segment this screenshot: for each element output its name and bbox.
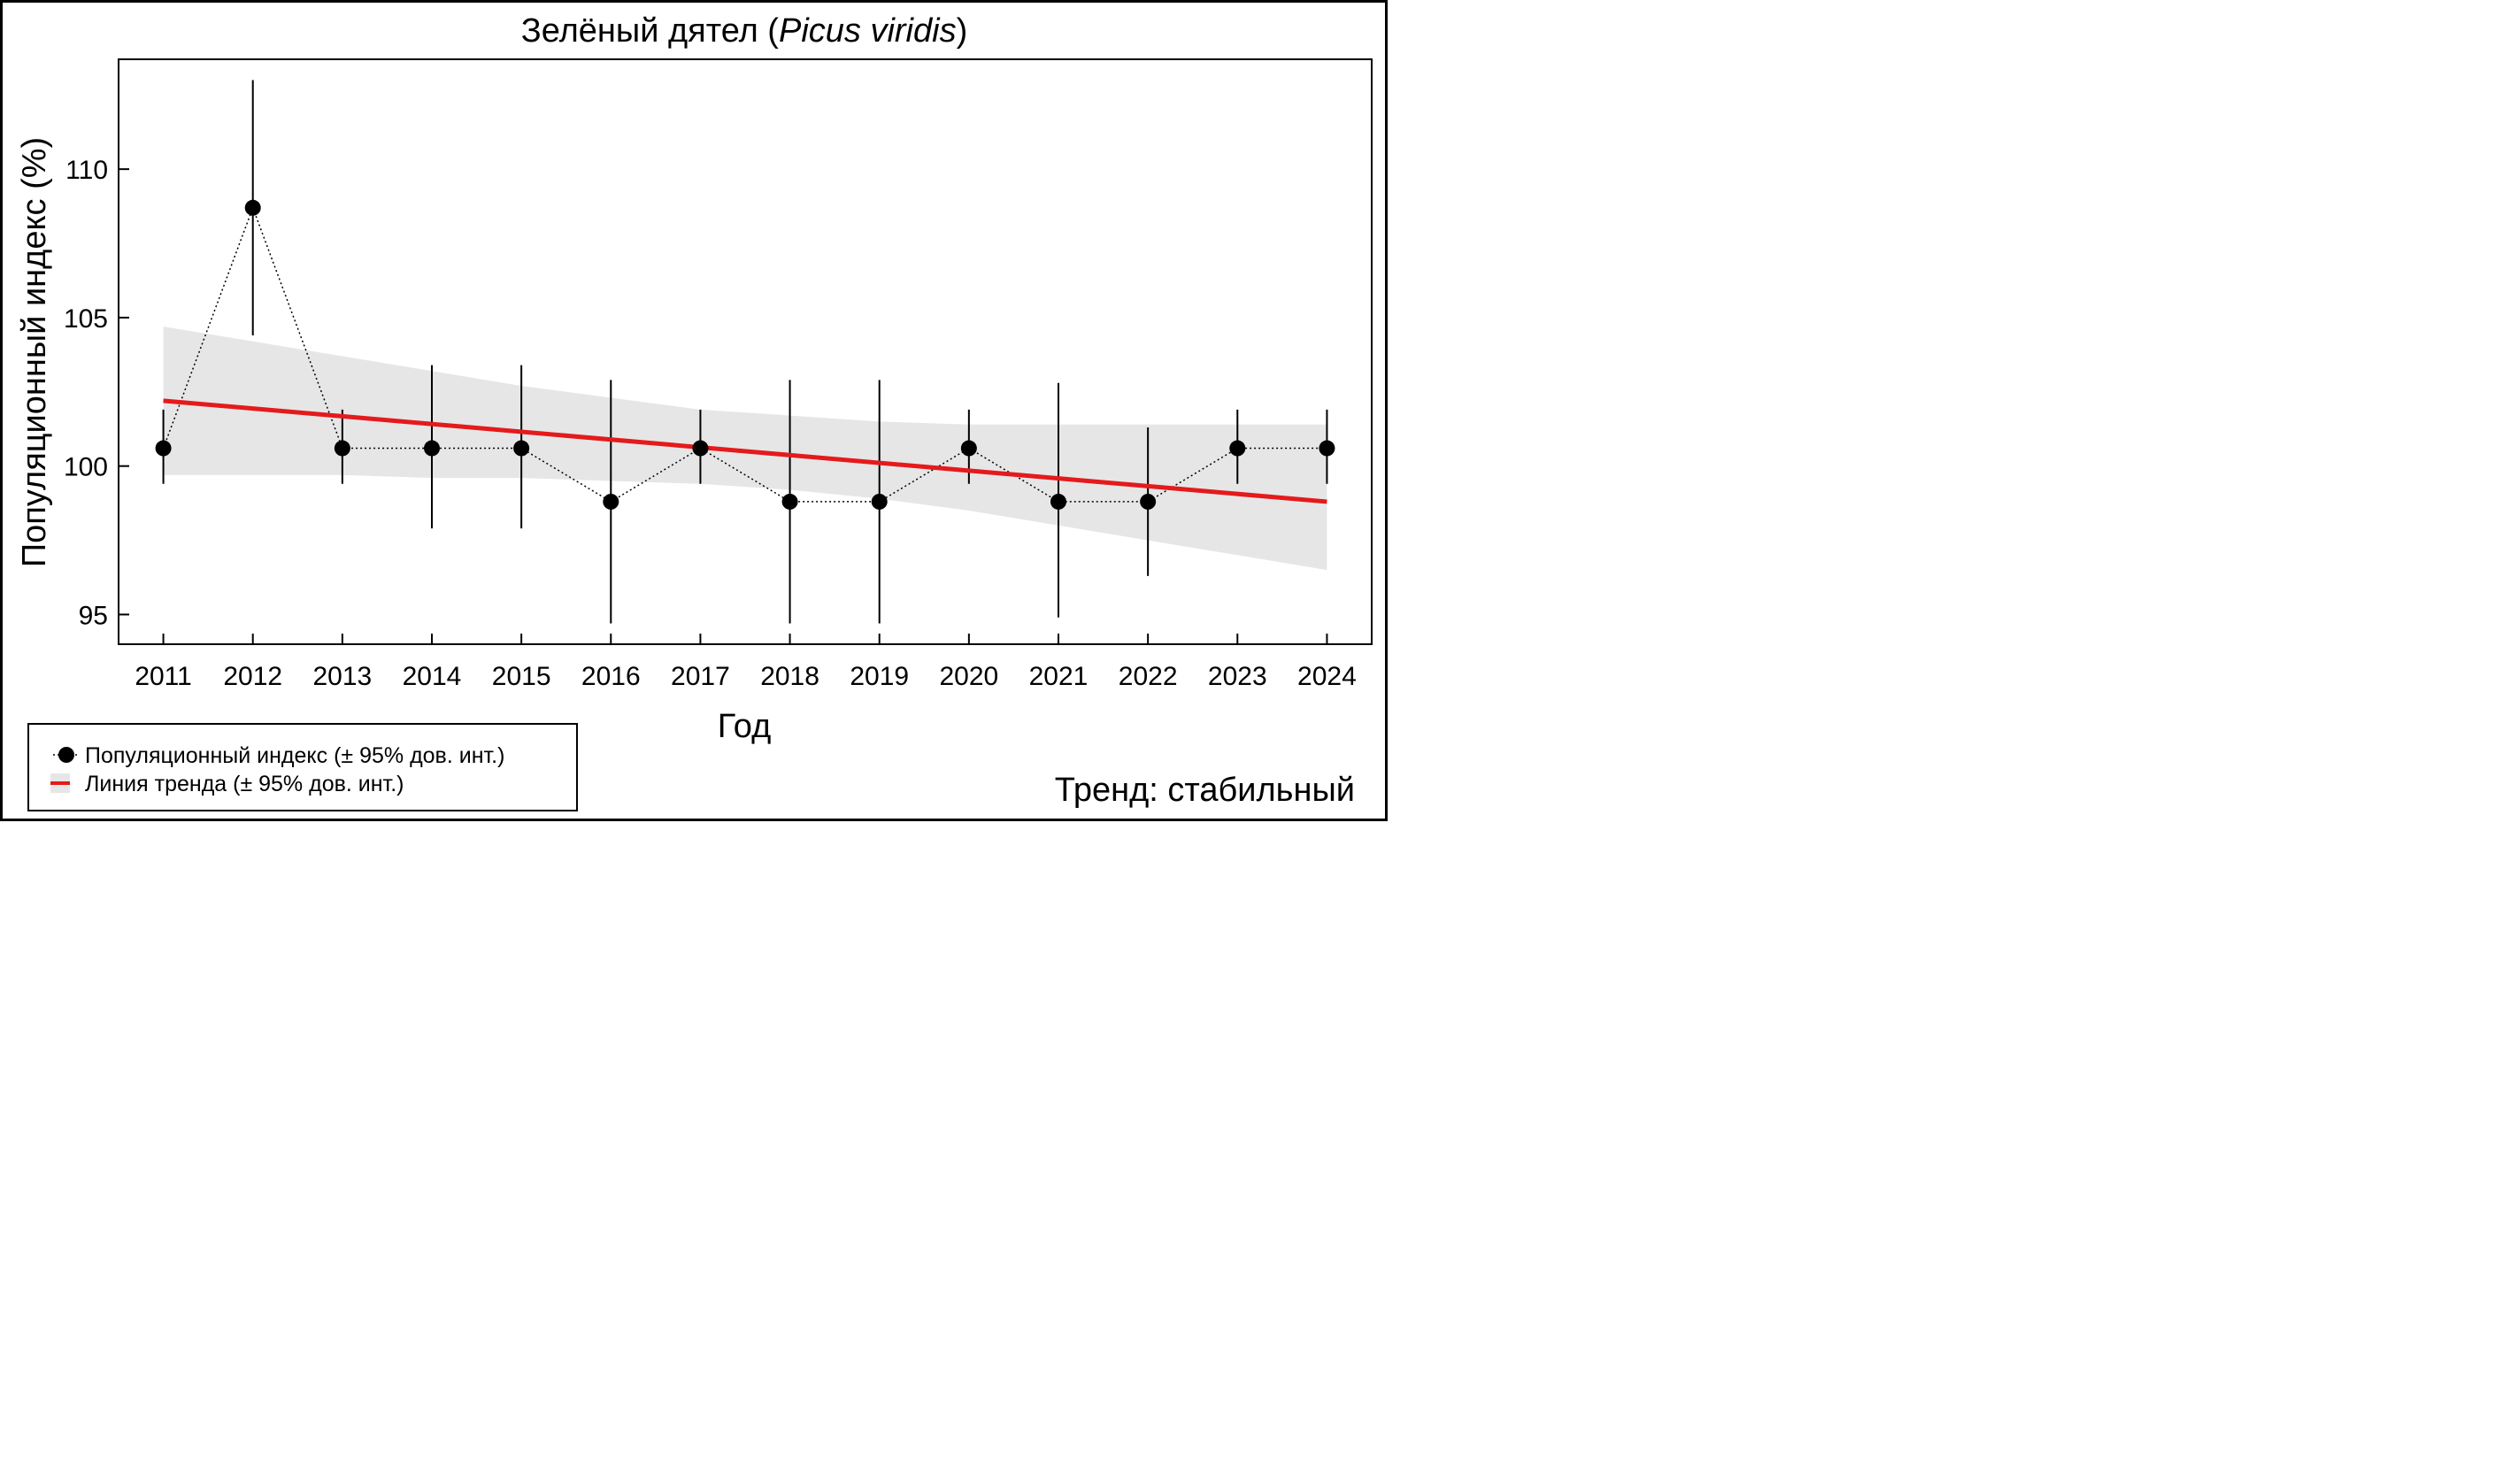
population-chart: Зелёный дятел (Picus viridis) 2011 2012 20…: [16, 12, 1373, 811]
index-point-2020: [960, 440, 977, 457]
index-point-2019: [871, 493, 888, 510]
index-point-2022: [1140, 493, 1157, 510]
legend-box: [27, 723, 578, 811]
index-point-2017: [692, 440, 709, 457]
y-tick-label: 110: [65, 156, 108, 185]
y-tick-label: 105: [64, 304, 108, 334]
index-points-layer: [155, 199, 1335, 510]
x-axis-label: Год: [718, 708, 772, 745]
y-axis-label: Популяционный индекс (%): [16, 137, 53, 567]
trend-confidence-band: [163, 327, 1327, 571]
x-tick-label: 2021: [1029, 662, 1089, 691]
legend-entry-trend: Линия тренда (± 95% дов. инт.): [85, 772, 404, 796]
plot-area: [118, 58, 1373, 645]
x-tick-label: 2016: [581, 662, 641, 691]
index-dotted-line: [162, 205, 1327, 503]
figure-frame: Зелёный дятел (Picus viridis) 2011 2012 20…: [0, 0, 1388, 821]
chart-title-latin: Picus viridis: [779, 12, 957, 50]
x-tick-label: 2013: [312, 662, 372, 691]
x-tick-label: 2014: [403, 662, 462, 691]
index-point-2014: [424, 440, 440, 457]
legend: Популяционный индекс (± 95% дов. инт.) Л…: [27, 723, 578, 811]
legend-point-marker: [58, 747, 74, 763]
index-point-2016: [603, 493, 619, 510]
x-tick-label: 2017: [671, 662, 730, 691]
index-point-2012: [244, 199, 261, 216]
x-tick-label: 2019: [850, 662, 909, 691]
index-point-2013: [334, 440, 350, 457]
x-tick-label: 2023: [1208, 662, 1267, 691]
x-tick-label: 2011: [135, 662, 192, 691]
y-tick-label: 95: [79, 601, 108, 630]
index-point-2023: [1229, 440, 1246, 457]
x-tick-label: 2018: [760, 662, 819, 691]
x-tick-label: 2022: [1119, 662, 1178, 691]
legend-entry-index: Популяционный индекс (± 95% дов. инт.): [85, 743, 504, 768]
x-tick-label: 2012: [223, 662, 282, 691]
index-series-layer: [162, 80, 1328, 624]
x-tick-label: 2024: [1297, 662, 1357, 691]
x-tick-label: 2020: [939, 662, 998, 691]
chart-title-main: Зелёный дятел (: [521, 12, 780, 50]
x-tick-label: 2015: [492, 662, 551, 691]
y-axis: 95 100 105 110: [64, 156, 129, 630]
chart-title: Зелёный дятел (Picus viridis): [521, 12, 967, 50]
index-point-2015: [513, 440, 530, 457]
x-axis: 2011 2012 2013 2014 2015 2016 2017 2018 2019 2020…: [135, 634, 1357, 691]
index-point-2011: [155, 440, 172, 457]
trend-line-layer: [163, 398, 1327, 504]
index-point-2018: [781, 493, 798, 510]
index-point-2024: [1319, 440, 1335, 457]
y-tick-label: 100: [64, 453, 108, 482]
trend-confidence-band-layer: [163, 327, 1327, 571]
trend-line: [163, 398, 1327, 504]
trend-status-text: Тренд: стабильный: [1055, 772, 1355, 809]
chart-title-close: ): [957, 12, 968, 50]
index-point-2021: [1050, 493, 1066, 510]
